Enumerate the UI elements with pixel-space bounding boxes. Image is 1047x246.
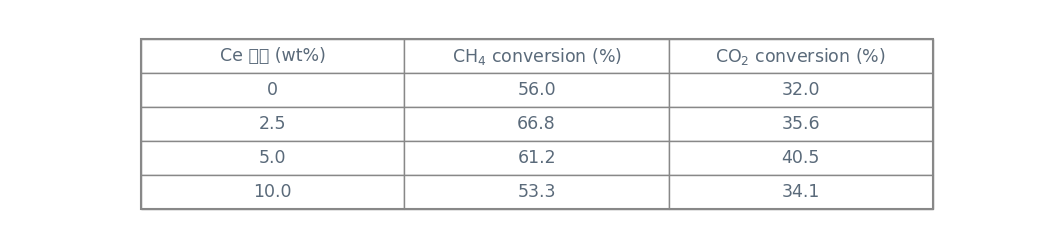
Bar (404, 39, 669, 73)
Text: 0: 0 (267, 81, 277, 99)
Bar (404, 107, 669, 141)
Bar (140, 39, 404, 73)
Bar (140, 141, 404, 175)
Bar (669, 39, 933, 73)
Text: CH$_4$ conversion (%): CH$_4$ conversion (%) (451, 46, 622, 66)
Text: 32.0: 32.0 (781, 81, 820, 99)
Bar (404, 175, 669, 209)
Bar (140, 39, 933, 210)
Text: 56.0: 56.0 (517, 81, 556, 99)
Text: Ce 함량 (wt%): Ce 함량 (wt%) (220, 47, 326, 65)
Bar (140, 175, 404, 209)
Text: 35.6: 35.6 (781, 115, 820, 133)
Bar (669, 141, 933, 175)
Text: 61.2: 61.2 (517, 149, 556, 167)
Bar (669, 175, 933, 209)
Bar (669, 107, 933, 141)
Bar (140, 107, 404, 141)
Text: CO$_2$ conversion (%): CO$_2$ conversion (%) (715, 46, 886, 66)
Text: 5.0: 5.0 (259, 149, 286, 167)
Bar (404, 73, 669, 107)
Text: 66.8: 66.8 (517, 115, 556, 133)
Bar (669, 73, 933, 107)
Text: 34.1: 34.1 (781, 184, 820, 201)
Text: 2.5: 2.5 (259, 115, 286, 133)
Bar (404, 141, 669, 175)
Text: 10.0: 10.0 (253, 184, 292, 201)
Text: 53.3: 53.3 (517, 184, 556, 201)
Text: 40.5: 40.5 (781, 149, 820, 167)
Bar (140, 73, 404, 107)
